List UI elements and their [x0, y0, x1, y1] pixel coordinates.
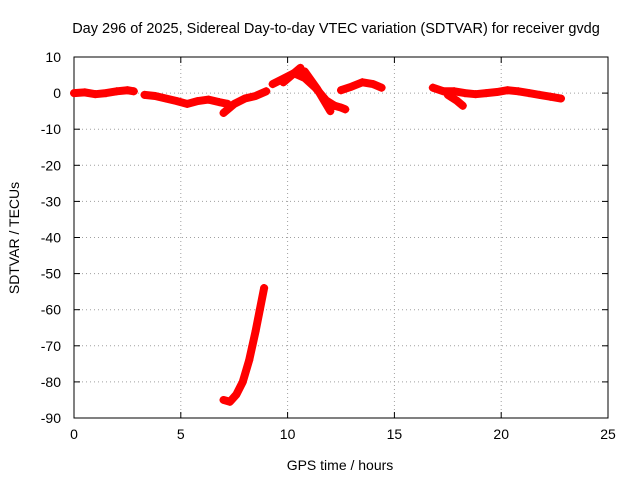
data-point — [240, 94, 249, 103]
series-arc-8 — [330, 101, 350, 114]
data-point — [492, 88, 501, 97]
x-tick-label: 10 — [280, 426, 296, 442]
data-point — [91, 90, 100, 99]
y-tick-label: 10 — [45, 49, 61, 65]
series-arc-9 — [337, 78, 386, 95]
y-axis-label: SDTVAR / TECUs — [6, 182, 22, 294]
data-point — [129, 87, 138, 96]
data-point — [251, 327, 260, 336]
x-tick-label: 15 — [387, 426, 403, 442]
series-arc-7 — [300, 67, 335, 116]
y-tick-label: 0 — [53, 85, 61, 101]
x-axis-label: GPS time / hours — [287, 457, 394, 473]
data-point — [482, 89, 491, 98]
data-point — [255, 305, 264, 314]
data-point — [151, 91, 160, 100]
data-point — [443, 90, 452, 99]
data-point — [319, 96, 328, 105]
series-arc-2 — [140, 90, 232, 108]
series-arc-4 — [219, 284, 269, 406]
data-point — [307, 76, 316, 85]
series-arc-10 — [428, 83, 566, 103]
series-line — [219, 284, 269, 406]
series-arc-3 — [219, 87, 271, 117]
data-point — [341, 105, 350, 114]
data-point — [287, 71, 296, 80]
series-arc-1 — [70, 86, 138, 99]
x-tick-label: 20 — [493, 426, 509, 442]
data-point — [535, 90, 544, 99]
data-point — [215, 98, 224, 107]
data-point — [458, 101, 467, 110]
tick-layer: 0 5 10 15 20 25 10 0 -10 -20 -30 -40 -50 -60 -70 -80 -90 — [41, 49, 616, 442]
data-point — [369, 80, 378, 89]
data-point — [377, 83, 386, 92]
data-point — [112, 87, 121, 96]
data-point — [245, 356, 254, 365]
data-point — [557, 94, 566, 103]
data-point — [70, 89, 78, 98]
y-tick-label: -70 — [41, 338, 61, 354]
data-point — [428, 83, 437, 92]
data-point — [503, 86, 512, 95]
y-tick-label: -90 — [41, 410, 61, 426]
data-point — [193, 97, 202, 106]
data-point — [140, 90, 149, 99]
data-point — [300, 67, 309, 76]
y-tick-label: -80 — [41, 374, 61, 390]
y-tick-label: -60 — [41, 302, 61, 318]
data-point — [204, 95, 213, 104]
data-point — [358, 78, 367, 87]
data-point — [232, 390, 241, 399]
data-point — [123, 86, 132, 95]
data-point — [183, 99, 192, 108]
y-tick-label: -50 — [41, 266, 61, 282]
data-point — [219, 108, 228, 117]
data-point — [80, 88, 89, 97]
data-point — [102, 89, 111, 98]
data-point — [230, 99, 239, 108]
data-point — [279, 78, 288, 87]
data-point — [524, 89, 533, 98]
y-tick-label: -30 — [41, 193, 61, 209]
data-point — [330, 101, 339, 110]
data-point — [337, 86, 345, 95]
data-point — [251, 91, 260, 100]
data-point — [313, 85, 322, 94]
data-point — [172, 97, 181, 106]
data-point — [546, 92, 555, 101]
data-point — [238, 377, 247, 386]
chart-title: Day 296 of 2025, Sidereal Day-to-day VTE… — [72, 21, 600, 37]
data-point — [460, 89, 469, 98]
x-tick-label: 0 — [70, 426, 78, 442]
series-layer — [70, 63, 566, 406]
x-tick-label: 5 — [177, 426, 185, 442]
y-tick-label: -40 — [41, 230, 61, 246]
data-point — [219, 395, 228, 404]
data-point — [450, 87, 459, 96]
data-point — [260, 284, 269, 293]
data-point — [262, 87, 271, 96]
data-point — [452, 96, 461, 105]
data-point — [471, 90, 480, 99]
y-tick-label: -20 — [41, 157, 61, 173]
x-tick-label: 25 — [600, 426, 616, 442]
data-point — [347, 82, 356, 91]
y-tick-label: -10 — [41, 121, 61, 137]
data-point — [326, 107, 335, 116]
data-point — [337, 103, 345, 112]
data-point — [268, 80, 277, 89]
data-point — [161, 94, 170, 103]
data-point — [514, 87, 523, 96]
series-arc-11 — [443, 90, 467, 110]
data-point — [225, 397, 234, 406]
